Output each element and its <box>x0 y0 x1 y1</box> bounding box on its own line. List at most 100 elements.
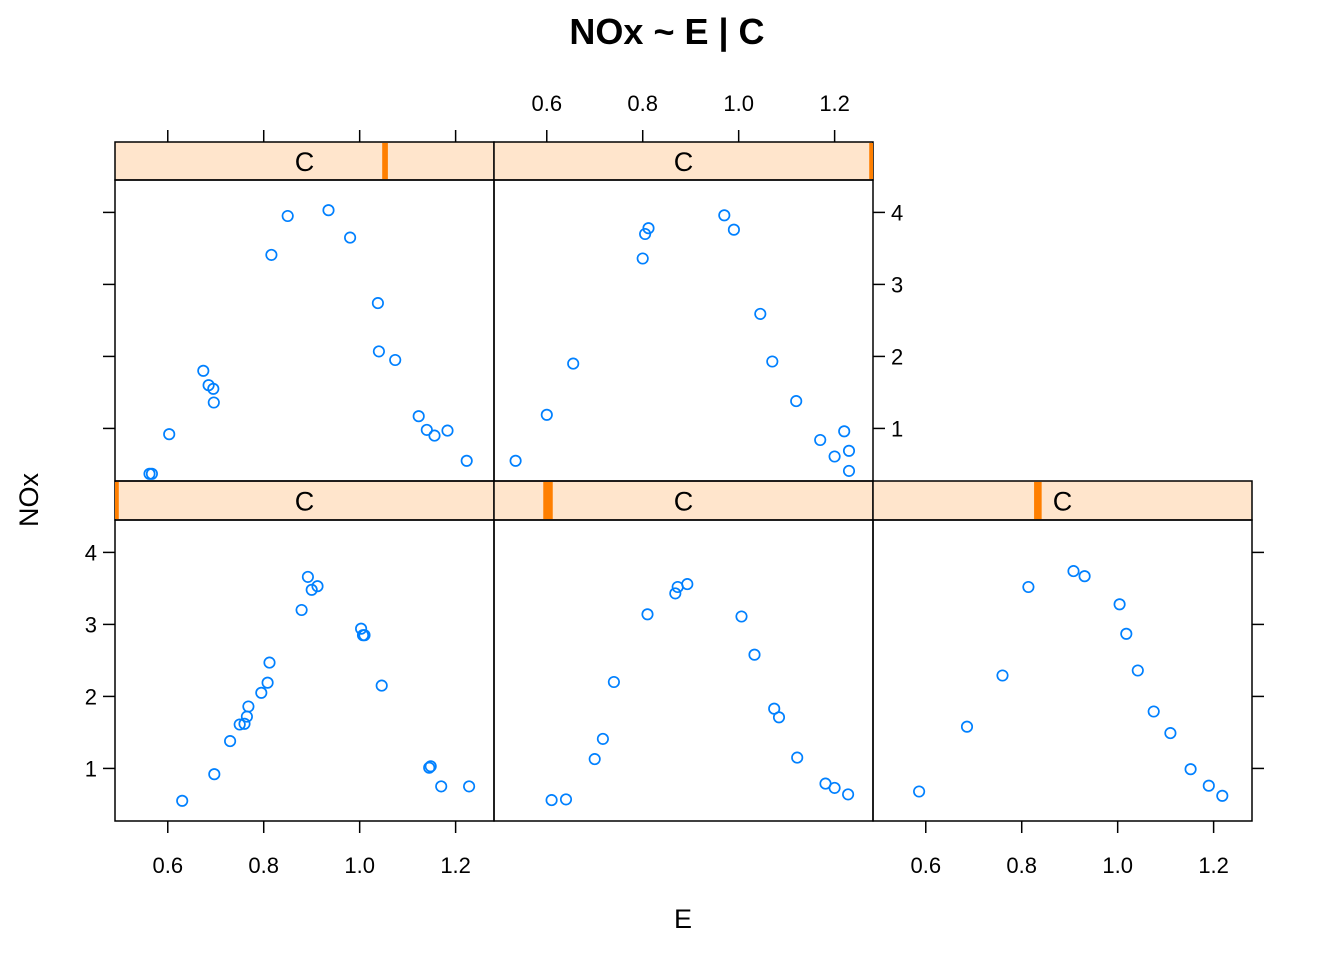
panels: C C C C C 0.6 0.8 1.0 1.2 0.6 0.8 1.0 1.2 0.6 0.8 1.0 1.… <box>85 91 1264 878</box>
strip-label: C <box>295 147 315 177</box>
data-point <box>748 648 761 661</box>
data-point <box>344 231 357 244</box>
data-point <box>428 429 441 442</box>
data-point <box>322 204 335 217</box>
data-point <box>424 760 437 773</box>
data-point <box>311 580 324 593</box>
data-point <box>754 307 767 320</box>
data-point <box>460 454 473 467</box>
strip-background <box>114 480 495 521</box>
data-point <box>1120 627 1133 640</box>
data-point <box>814 433 827 447</box>
strip-label: C <box>674 487 694 517</box>
data-point <box>1216 789 1229 802</box>
data-point <box>1147 705 1160 718</box>
data-point <box>790 395 803 408</box>
data-point <box>255 686 268 699</box>
panel-frame <box>114 179 495 482</box>
data-point <box>509 454 522 467</box>
y-tick-label: 1 <box>891 416 903 441</box>
data-point <box>588 753 601 766</box>
data-point <box>208 768 221 781</box>
data-point <box>263 656 276 669</box>
data-point <box>727 223 740 236</box>
data-point <box>639 227 652 241</box>
data-point <box>960 720 974 733</box>
data-point <box>358 629 371 642</box>
data-point <box>1078 570 1091 583</box>
data-point <box>375 679 388 692</box>
panel-3: C <box>872 480 1253 822</box>
panel-frame <box>493 179 874 482</box>
y-tick-label: 1 <box>85 756 97 781</box>
data-point <box>441 424 454 437</box>
strip-indicator <box>543 482 553 519</box>
data-point <box>207 396 220 409</box>
data-point <box>996 669 1009 682</box>
data-point <box>540 408 553 421</box>
data-point <box>842 464 856 477</box>
x-tick-label: 0.8 <box>248 853 279 878</box>
panel-frame <box>872 519 1253 822</box>
x-tick-label: 0.6 <box>531 91 562 116</box>
data-point <box>1022 580 1035 594</box>
strip-label: C <box>1053 487 1073 517</box>
data-point <box>1184 763 1197 776</box>
data-point <box>1067 565 1080 578</box>
data-point <box>718 209 731 222</box>
y-axis-label: NOx <box>14 473 44 528</box>
data-point <box>1113 598 1126 611</box>
data-point <box>389 353 402 367</box>
data-point <box>412 410 425 423</box>
panel-frame <box>493 519 874 822</box>
data-point <box>842 788 855 801</box>
x-tick-label: 1.0 <box>723 91 754 116</box>
data-point <box>766 355 779 368</box>
y-tick-label: 3 <box>85 612 97 637</box>
chart-title: NOx ~ E | C <box>569 11 764 53</box>
data-point <box>838 425 851 438</box>
data-point <box>197 364 210 377</box>
data-point <box>772 711 786 724</box>
y-tick-label: 4 <box>891 200 903 225</box>
x-tick-label: 0.6 <box>910 853 941 878</box>
y-tick-label: 4 <box>85 540 97 565</box>
data-point <box>207 382 220 395</box>
x-tick-label: 0.8 <box>627 91 658 116</box>
data-point <box>681 578 694 591</box>
data-point <box>641 608 654 621</box>
data-point <box>642 222 655 235</box>
panel-2: C <box>493 480 874 822</box>
data-point <box>238 717 251 730</box>
data-point <box>596 732 609 745</box>
data-point <box>163 428 176 441</box>
data-point <box>372 345 385 358</box>
x-tick-label: 1.0 <box>344 853 375 878</box>
data-point <box>1164 727 1177 740</box>
data-point <box>828 450 841 463</box>
y-tick-label: 3 <box>891 272 903 297</box>
x-tick-label: 0.6 <box>152 853 183 878</box>
data-point <box>435 780 448 793</box>
data-point <box>559 793 573 806</box>
data-point <box>735 610 748 623</box>
data-point <box>567 357 580 370</box>
data-point <box>842 444 856 457</box>
data-point <box>371 297 384 310</box>
data-point <box>828 781 841 794</box>
data-point <box>240 710 253 723</box>
data-point <box>261 676 274 689</box>
strip-indicator <box>115 482 119 519</box>
data-point <box>669 587 682 600</box>
data-point <box>224 735 237 748</box>
x-axis-label: E <box>674 904 692 934</box>
data-point <box>1131 664 1144 677</box>
panel-1: C <box>114 480 495 822</box>
strip-indicator <box>869 143 873 179</box>
panel-frame <box>114 519 495 822</box>
x-tick-label: 1.2 <box>1198 853 1229 878</box>
data-point <box>233 718 246 731</box>
data-point <box>295 603 308 617</box>
data-point <box>242 700 255 713</box>
